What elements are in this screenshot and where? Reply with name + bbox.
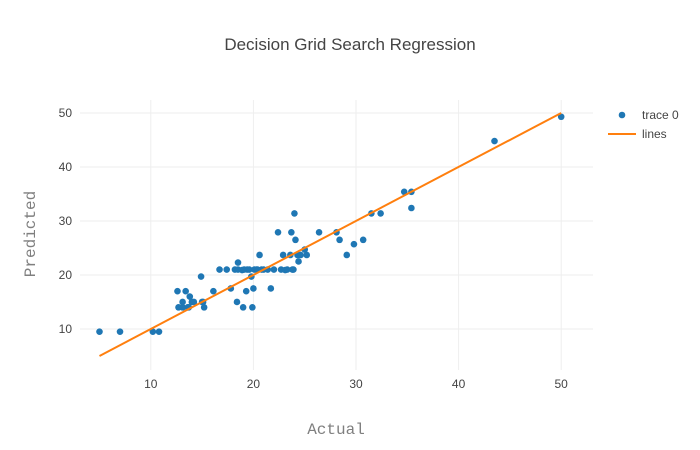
data-point <box>359 236 367 244</box>
grid-layer <box>80 100 593 370</box>
data-point <box>96 328 103 335</box>
data-point <box>290 266 297 273</box>
data-point <box>242 287 250 295</box>
data-point <box>288 229 295 236</box>
x-tick-label: 40 <box>452 377 466 391</box>
data-point <box>350 240 358 248</box>
data-point <box>270 266 278 273</box>
data-point <box>267 285 275 292</box>
data-point <box>179 304 186 311</box>
data-point <box>179 298 186 306</box>
data-point <box>279 251 287 259</box>
data-point <box>292 236 299 244</box>
data-point <box>149 328 157 335</box>
data-point <box>303 251 311 259</box>
y-tick-label: 10 <box>59 322 73 336</box>
data-point <box>377 210 384 217</box>
data-point <box>295 258 302 265</box>
data-point <box>233 298 241 306</box>
data-point <box>491 137 498 145</box>
data-point <box>190 298 198 306</box>
x-tick-label: 20 <box>247 377 261 391</box>
data-point <box>223 266 231 273</box>
data-point <box>297 251 304 259</box>
y-tick-label: 20 <box>59 268 73 282</box>
y-tick-label: 50 <box>59 106 73 120</box>
data-point <box>216 266 223 273</box>
data-point <box>197 273 205 280</box>
y-axis-title: Predicted <box>22 191 40 277</box>
data-point <box>250 285 257 292</box>
data-point <box>315 229 323 236</box>
data-point <box>249 304 256 311</box>
legend-label-trace-0: trace 0 <box>642 108 679 122</box>
data-point <box>400 188 408 196</box>
x-tick-label: 50 <box>555 377 569 391</box>
data-point <box>336 236 343 244</box>
x-axis-title: Actual <box>307 421 365 439</box>
data-point <box>234 259 242 266</box>
data-point <box>182 287 189 295</box>
series-layer <box>96 112 565 357</box>
data-point <box>200 304 208 311</box>
legend-label-lines: lines <box>642 127 667 141</box>
data-point <box>186 293 194 300</box>
data-point <box>408 204 415 212</box>
y-tick-label: 30 <box>59 214 73 228</box>
chart-title: Decision Grid Search Regression <box>224 35 475 54</box>
legend: trace 0 lines <box>608 108 679 141</box>
x-tick-label: 30 <box>349 377 363 391</box>
data-point <box>245 266 253 273</box>
data-point <box>155 328 163 335</box>
legend-marker-trace-0 <box>618 111 626 119</box>
data-point <box>239 304 247 311</box>
data-point <box>343 251 351 259</box>
data-point <box>174 287 181 295</box>
data-point <box>274 229 282 236</box>
data-point <box>291 210 298 217</box>
data-point <box>210 287 217 295</box>
y-tick-label: 40 <box>59 160 73 174</box>
data-point <box>256 251 263 259</box>
data-point <box>116 328 124 335</box>
x-tick-label: 10 <box>144 377 158 391</box>
data-point <box>557 113 565 121</box>
data-point <box>283 266 291 273</box>
tick-layer: 10 20 30 40 50 10 20 30 40 50 <box>59 106 569 391</box>
fit-line <box>99 112 562 357</box>
